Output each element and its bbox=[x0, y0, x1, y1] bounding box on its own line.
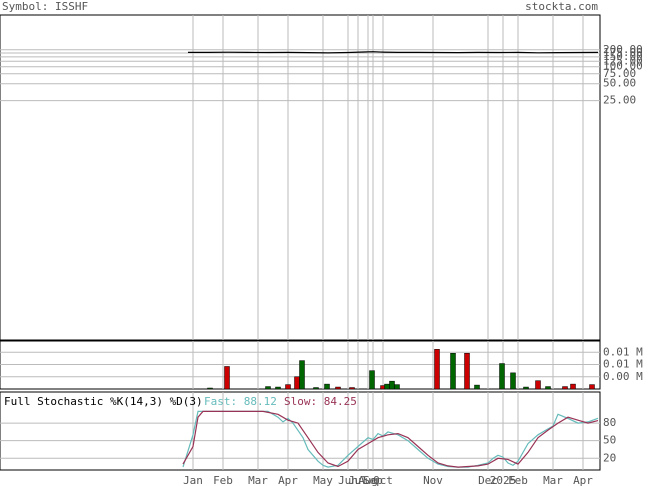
volume-bar bbox=[384, 383, 390, 390]
y-tick-label: 50.00 bbox=[603, 77, 636, 90]
symbol: Symbol: ISSHF bbox=[2, 0, 88, 13]
volume-bar bbox=[285, 384, 291, 390]
x-tick-label: Nov bbox=[423, 474, 443, 486]
x-tick-label: Dec bbox=[478, 474, 498, 486]
y-tick-label: 200.00 bbox=[603, 43, 643, 56]
series-line bbox=[188, 51, 599, 54]
volume-bar bbox=[570, 383, 576, 390]
y-tick-label: 100.00 bbox=[603, 60, 643, 73]
volume-bar bbox=[474, 384, 480, 390]
volume-bar bbox=[499, 363, 505, 390]
series-line bbox=[182, 410, 599, 468]
volume-bar bbox=[545, 386, 551, 390]
volume-bar bbox=[510, 372, 516, 390]
price-panel bbox=[0, 14, 601, 341]
volume-bar bbox=[589, 384, 595, 390]
y-tick-label: 0.00 M bbox=[603, 370, 643, 383]
y-tick-label: 0.01 M bbox=[603, 345, 643, 358]
y-tick-label: 125.00 bbox=[603, 54, 643, 67]
volume-bar bbox=[294, 376, 300, 390]
volume-bar bbox=[535, 380, 541, 390]
x-tick-label: Jun bbox=[338, 474, 358, 486]
volume-bar bbox=[389, 380, 395, 390]
y-tick-label: 75.00 bbox=[603, 67, 636, 80]
x-tick-label: Aug bbox=[358, 474, 378, 486]
x-tick-label: Apr bbox=[278, 474, 298, 486]
site: stockta.com bbox=[525, 0, 598, 13]
y-tick-label: 80 bbox=[603, 416, 616, 429]
x-tick-label: May bbox=[313, 474, 333, 486]
y-tick-label: 175.00 bbox=[603, 46, 643, 59]
volume-bar bbox=[335, 386, 341, 390]
x-tick-label: Feb bbox=[213, 474, 233, 486]
x-tick-label: Mar bbox=[543, 474, 563, 486]
y-tick-label: 25.00 bbox=[603, 94, 636, 107]
volume-bar bbox=[275, 386, 281, 390]
volume-bar bbox=[265, 386, 271, 390]
x-tick-label: Feb bbox=[508, 474, 528, 486]
y-tick-label: 150.00 bbox=[603, 50, 643, 63]
x-tick-label: Oct bbox=[373, 474, 393, 486]
x-tick-label: Mar bbox=[248, 474, 268, 486]
x-tick-label: Jan bbox=[183, 474, 203, 486]
volume-bar bbox=[324, 383, 330, 390]
x-tick-label: Jul bbox=[348, 474, 368, 486]
volume-bar bbox=[464, 352, 470, 390]
y-tick-label: 50 bbox=[603, 434, 616, 447]
volume-bar bbox=[394, 384, 400, 390]
volume-bar bbox=[369, 370, 375, 390]
series-line bbox=[182, 410, 599, 468]
volume-bar bbox=[207, 387, 213, 390]
volume-bar bbox=[349, 387, 355, 390]
legend-entry: Slow: 84.25 bbox=[284, 395, 357, 408]
volume-bar bbox=[224, 366, 230, 390]
volume-bar bbox=[299, 360, 305, 390]
volume-bar bbox=[313, 387, 319, 390]
legend-entry: Fast: 88.12 bbox=[204, 395, 277, 408]
volume-bar bbox=[434, 349, 440, 390]
x-tick-label: Sep bbox=[363, 474, 383, 486]
volume-bar bbox=[523, 386, 529, 390]
stochastic-panel bbox=[0, 391, 601, 471]
volume-bar bbox=[450, 352, 456, 390]
panel-title: Full Stochastic %K(14,3) %D(3) bbox=[4, 395, 203, 408]
y-tick-label: 20 bbox=[603, 451, 616, 464]
volume-bar bbox=[562, 386, 568, 390]
x-tick-label: Apr bbox=[573, 474, 593, 486]
y-tick-label: 0.01 M bbox=[603, 358, 643, 371]
x-tick-label: 2025 bbox=[490, 474, 517, 486]
